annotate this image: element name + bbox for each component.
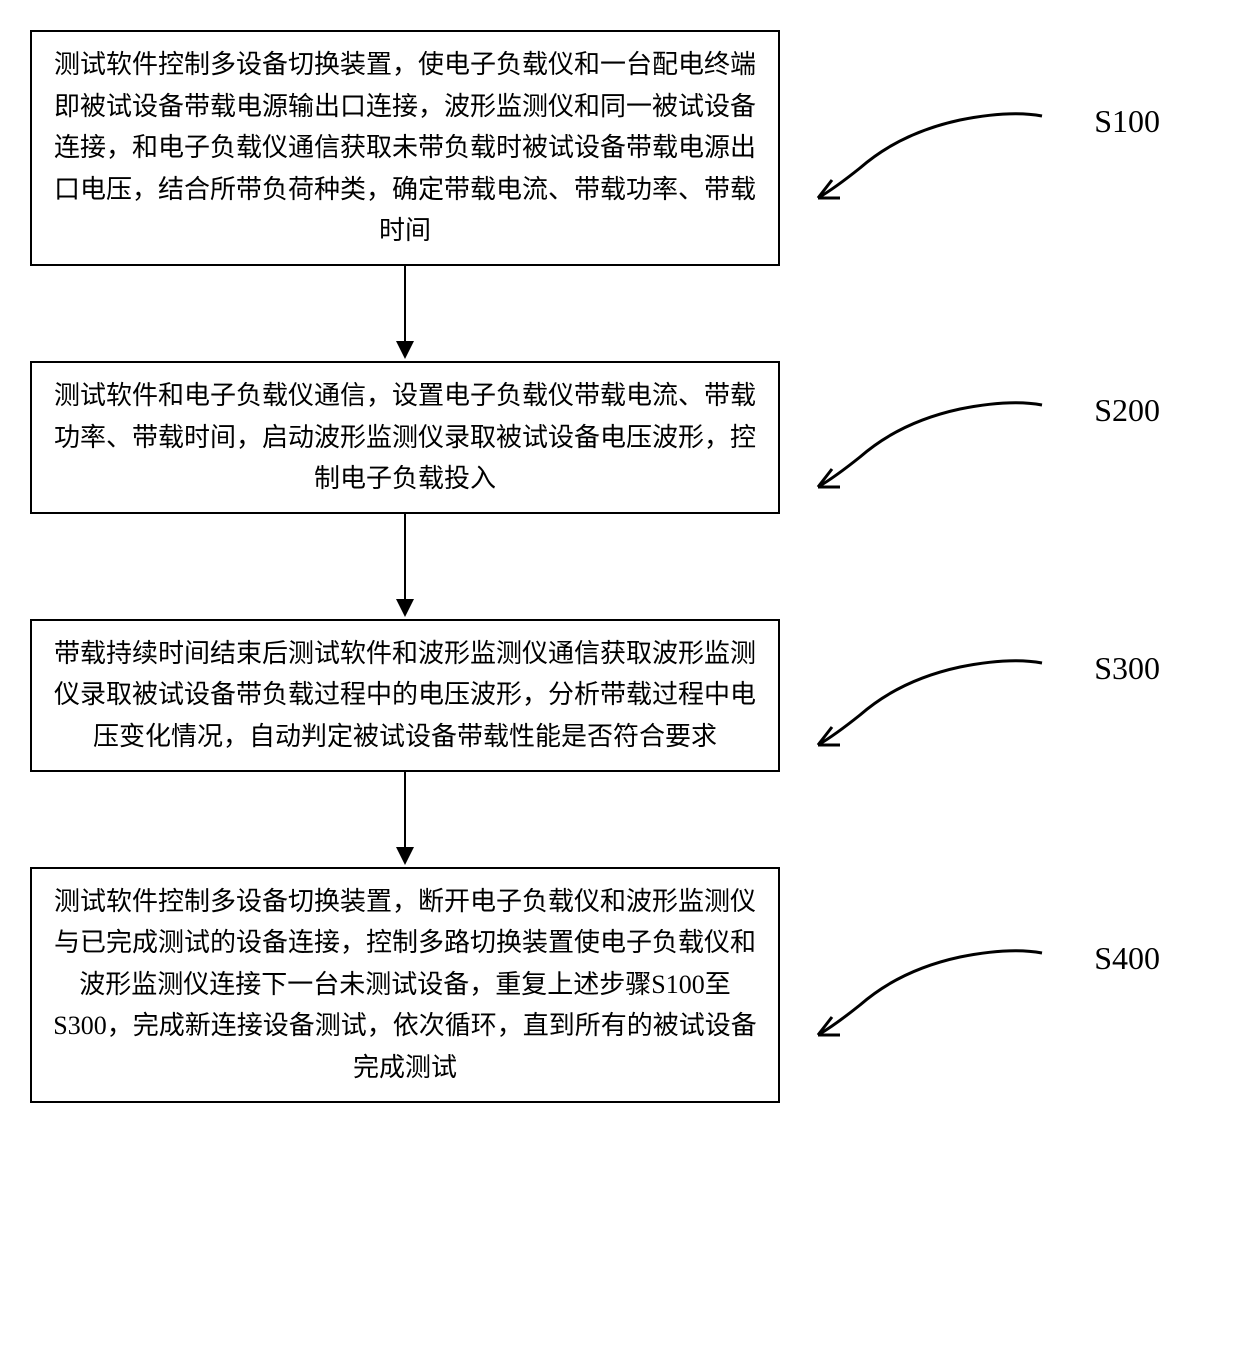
step-box-s200: 测试软件和电子负载仪通信，设置电子负载仪带载电流、带载功率、带载时间，启动波形监…	[30, 361, 780, 514]
step-label-container-s400: S400	[810, 935, 1190, 1035]
curved-arrow-icon	[810, 935, 1050, 1050]
step-label-container-s200: S200	[810, 387, 1190, 487]
arrow-connector-1	[30, 266, 780, 361]
step-text-s300: 带载持续时间结束后测试软件和波形监测仪通信获取波形监测仪录取被试设备带负载过程中…	[54, 639, 756, 751]
step-box-s300: 带载持续时间结束后测试软件和波形监测仪通信获取波形监测仪录取被试设备带负载过程中…	[30, 619, 780, 772]
curved-arrow-icon	[810, 645, 1050, 760]
down-arrow-icon	[390, 772, 420, 867]
step-text-s100: 测试软件控制多设备切换装置，使电子负载仪和一台配电终端即被试设备带载电源输出口连…	[54, 50, 756, 245]
step-label-s200: S200	[1094, 392, 1160, 429]
step-box-s100: 测试软件控制多设备切换装置，使电子负载仪和一台配电终端即被试设备带载电源输出口连…	[30, 30, 780, 266]
step-text-s400: 测试软件控制多设备切换装置，断开电子负载仪和波形监测仪与已完成测试的设备连接，控…	[53, 887, 756, 1082]
step-row-s100: 测试软件控制多设备切换装置，使电子负载仪和一台配电终端即被试设备带载电源输出口连…	[30, 30, 1210, 266]
step-text-s200: 测试软件和电子负载仪通信，设置电子负载仪带载电流、带载功率、带载时间，启动波形监…	[54, 381, 756, 493]
arrow-connector-2	[30, 514, 780, 619]
step-label-container-s100: S100	[810, 98, 1190, 198]
step-label-s300: S300	[1094, 650, 1160, 687]
step-row-s200: 测试软件和电子负载仪通信，设置电子负载仪带载电流、带载功率、带载时间，启动波形监…	[30, 361, 1210, 514]
step-row-s400: 测试软件控制多设备切换装置，断开电子负载仪和波形监测仪与已完成测试的设备连接，控…	[30, 867, 1210, 1103]
step-row-s300: 带载持续时间结束后测试软件和波形监测仪通信获取波形监测仪录取被试设备带负载过程中…	[30, 619, 1210, 772]
step-label-s400: S400	[1094, 940, 1160, 977]
step-label-container-s300: S300	[810, 645, 1190, 745]
down-arrow-icon	[390, 514, 420, 619]
curved-arrow-icon	[810, 387, 1050, 502]
step-box-s400: 测试软件控制多设备切换装置，断开电子负载仪和波形监测仪与已完成测试的设备连接，控…	[30, 867, 780, 1103]
flowchart-container: 测试软件控制多设备切换装置，使电子负载仪和一台配电终端即被试设备带载电源输出口连…	[30, 30, 1210, 1103]
curved-arrow-icon	[810, 98, 1050, 213]
arrow-connector-3	[30, 772, 780, 867]
step-label-s100: S100	[1094, 103, 1160, 140]
down-arrow-icon	[390, 266, 420, 361]
